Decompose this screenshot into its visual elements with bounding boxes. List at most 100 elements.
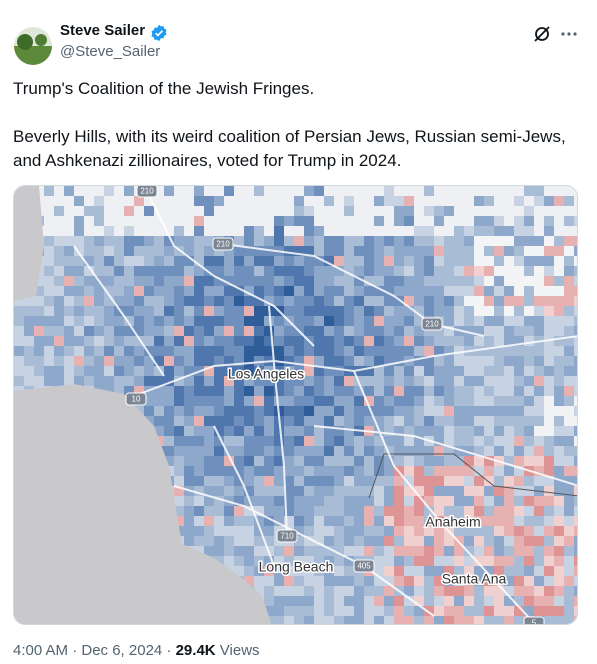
precinct bbox=[164, 326, 174, 336]
precinct bbox=[444, 246, 454, 256]
precinct bbox=[484, 556, 494, 566]
precinct bbox=[474, 496, 484, 506]
precinct bbox=[464, 356, 474, 366]
precinct bbox=[464, 586, 474, 596]
precinct bbox=[414, 276, 424, 286]
precinct bbox=[554, 256, 564, 266]
precinct bbox=[504, 556, 514, 566]
ocean bbox=[14, 186, 44, 301]
precinct bbox=[514, 446, 524, 456]
precinct bbox=[514, 386, 524, 396]
precinct bbox=[324, 236, 334, 246]
highway-shield bbox=[212, 237, 234, 251]
precinct bbox=[154, 376, 164, 386]
precinct bbox=[524, 226, 534, 236]
precinct bbox=[114, 326, 124, 336]
precinct bbox=[294, 346, 304, 356]
map-image[interactable]: Los Angeles Anaheim Long Beach Santa Ana 210… bbox=[13, 185, 578, 625]
precinct bbox=[54, 256, 64, 266]
precinct bbox=[464, 336, 474, 346]
precinct bbox=[374, 316, 384, 326]
precinct bbox=[514, 526, 524, 536]
precinct bbox=[214, 536, 224, 546]
precinct bbox=[384, 526, 394, 536]
highway-shield bbox=[276, 529, 298, 543]
precinct bbox=[264, 316, 274, 326]
precinct bbox=[374, 186, 384, 196]
precinct bbox=[574, 246, 577, 256]
precinct bbox=[514, 406, 524, 416]
precinct bbox=[314, 436, 324, 446]
precinct bbox=[24, 356, 34, 366]
precinct bbox=[484, 486, 494, 496]
precinct bbox=[134, 256, 144, 266]
precinct bbox=[374, 196, 384, 206]
author-name[interactable]: Steve Sailer bbox=[60, 22, 146, 39]
precinct bbox=[334, 296, 344, 306]
precinct bbox=[94, 286, 104, 296]
precinct bbox=[324, 586, 334, 596]
precinct bbox=[414, 556, 424, 566]
precinct bbox=[214, 436, 224, 446]
precinct bbox=[424, 396, 434, 406]
precinct bbox=[254, 256, 264, 266]
author-handle[interactable]: @Steve_Sailer bbox=[60, 43, 161, 60]
precinct bbox=[454, 586, 464, 596]
precinct bbox=[384, 436, 394, 446]
precinct bbox=[494, 356, 504, 366]
precinct bbox=[254, 556, 264, 566]
precinct bbox=[524, 316, 534, 326]
precinct bbox=[254, 456, 264, 466]
precinct bbox=[174, 296, 184, 306]
precinct bbox=[484, 616, 494, 624]
precinct bbox=[284, 206, 294, 216]
more-button[interactable] bbox=[561, 32, 577, 36]
precinct bbox=[44, 226, 54, 236]
precinct bbox=[154, 416, 164, 426]
precinct bbox=[554, 276, 564, 286]
precinct bbox=[554, 496, 564, 506]
precinct bbox=[114, 266, 124, 276]
precinct bbox=[224, 316, 234, 326]
precinct bbox=[444, 356, 454, 366]
precinct bbox=[414, 186, 424, 196]
precinct bbox=[524, 436, 534, 446]
precinct bbox=[374, 246, 384, 256]
precinct bbox=[394, 596, 404, 606]
precinct bbox=[334, 346, 344, 356]
precinct bbox=[424, 576, 434, 586]
precinct bbox=[54, 346, 64, 356]
precinct bbox=[414, 336, 424, 346]
precinct bbox=[124, 196, 134, 206]
timestamp[interactable]: 4:00 AM · Dec 6, 2024 · bbox=[13, 642, 172, 659]
precinct bbox=[314, 316, 324, 326]
precinct bbox=[494, 506, 504, 516]
precinct bbox=[124, 336, 134, 346]
precinct bbox=[444, 436, 454, 446]
precinct bbox=[364, 326, 374, 336]
avatar[interactable] bbox=[13, 26, 53, 66]
precinct bbox=[304, 206, 314, 216]
precinct bbox=[394, 246, 404, 256]
precinct bbox=[564, 336, 574, 346]
precinct bbox=[184, 406, 194, 416]
precinct bbox=[444, 236, 454, 246]
precinct bbox=[354, 266, 364, 276]
precinct bbox=[94, 336, 104, 346]
grok-icon[interactable] bbox=[534, 26, 550, 42]
precinct bbox=[364, 366, 374, 376]
precinct bbox=[244, 386, 254, 396]
precinct bbox=[354, 596, 364, 606]
precinct bbox=[484, 506, 494, 516]
precinct bbox=[564, 606, 574, 616]
precinct bbox=[404, 276, 414, 286]
precinct bbox=[574, 236, 577, 246]
precinct bbox=[454, 316, 464, 326]
precinct bbox=[384, 586, 394, 596]
precinct bbox=[414, 306, 424, 316]
precinct bbox=[184, 506, 194, 516]
precinct bbox=[314, 616, 324, 624]
precinct bbox=[434, 606, 444, 616]
precinct bbox=[304, 396, 314, 406]
precinct bbox=[124, 186, 134, 196]
